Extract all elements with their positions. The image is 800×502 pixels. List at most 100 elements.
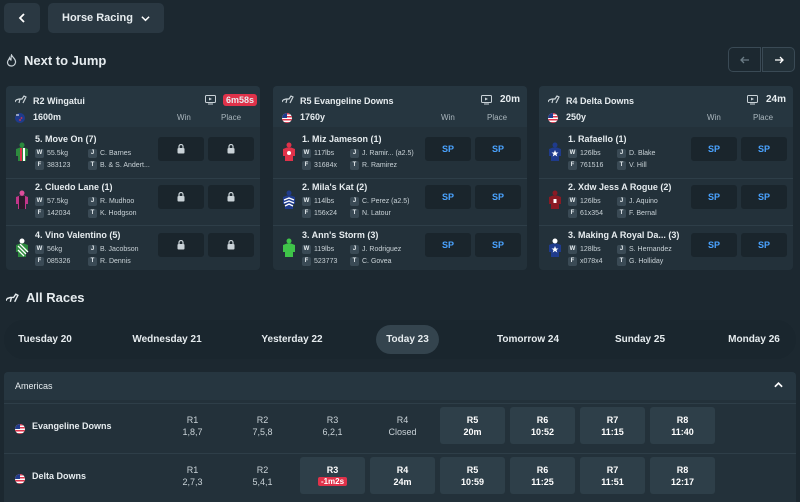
runner-trainer: T B. & S. Andert... — [88, 161, 150, 170]
place-odds-button[interactable]: SP — [741, 137, 787, 161]
place-odds-button[interactable]: SP — [741, 233, 787, 257]
win-odds-button[interactable]: SP — [691, 137, 737, 161]
place-odds-button[interactable]: SP — [475, 233, 521, 257]
race-card-evangeline-downs[interactable]: R5 Evangeline Downs 1760y 20m Win Place … — [273, 86, 527, 270]
runner-weight: W 57.5kg — [35, 197, 68, 206]
runner-row[interactable]: 4. Vino Valentino (5) W 56kg J B. Jacobson… — [6, 225, 260, 270]
win-odds-button[interactable]: SP — [425, 185, 471, 209]
trainer-tag: T — [350, 257, 359, 266]
race-card-wingatui[interactable]: R2 Wingatui 1600m 6m58s Win Place 5. Mov… — [6, 86, 260, 270]
carousel-next-button[interactable] — [762, 47, 795, 72]
divider — [6, 225, 260, 226]
win-odds-button[interactable]: SP — [425, 137, 471, 161]
race-cell[interactable]: R2 5,4,1 — [230, 457, 295, 494]
race-label: R2 — [256, 464, 269, 475]
flag-us-icon — [548, 113, 558, 123]
runner-jockey: J J. Aquino — [617, 197, 658, 206]
region-header[interactable]: Americas — [4, 372, 796, 400]
race-cell[interactable]: R6 11:25 — [510, 457, 575, 494]
place-odds-button[interactable] — [208, 233, 254, 257]
runner-row[interactable]: 3. Ann's Storm (3) W 119lbs J J. Rodriguez… — [273, 225, 527, 270]
jockey-value: J. Aquino — [629, 198, 658, 205]
race-time: 12:17 — [670, 476, 695, 487]
runner-form: F 383123 — [35, 161, 70, 170]
meeting-row: Evangeline Downs R1 1,8,7 R2 7,5,8 R3 6,2,1… — [4, 403, 796, 451]
divider — [273, 178, 527, 179]
race-cell[interactable]: R3 6,2,1 — [300, 407, 365, 444]
runner-row[interactable]: 3. Making A Royal Da... (3) W 128lbs J S. … — [539, 225, 793, 270]
runner-row[interactable]: 2. Xdw Jess A Rogue (2) W 126lbs J J. Aqui… — [539, 177, 793, 225]
day-tab-active[interactable]: Today 23 — [376, 325, 439, 354]
jockey-tag: J — [350, 245, 359, 254]
form-tag: F — [568, 257, 577, 266]
jockey-silk-icon — [549, 190, 561, 209]
place-column-label: Place — [753, 113, 774, 122]
race-countdown-badge: -1m2s — [317, 477, 348, 486]
win-odds-button[interactable]: SP — [691, 233, 737, 257]
runner-row[interactable]: 2. Mila's Kat (2) W 114lbs J C. Perez (a2.… — [273, 177, 527, 225]
race-cell[interactable]: R6 10:52 — [510, 407, 575, 444]
jockey-value: J. Rodriguez — [362, 246, 402, 253]
day-tab[interactable]: Tuesday 20 — [18, 334, 72, 345]
win-odds-button[interactable] — [158, 137, 204, 161]
race-label: R8 — [676, 414, 689, 425]
carousel-nav — [728, 47, 795, 72]
sport-dropdown[interactable]: Horse Racing — [48, 3, 164, 33]
race-cell[interactable]: R5 10:59 — [440, 457, 505, 494]
place-odds-button[interactable] — [208, 185, 254, 209]
race-cell[interactable]: R7 11:15 — [580, 407, 645, 444]
divider — [539, 178, 793, 179]
day-tab[interactable]: Wednesday 21 — [132, 334, 202, 345]
race-cell[interactable]: R2 7,5,8 — [230, 407, 295, 444]
day-tab[interactable]: Monday 26 — [728, 334, 780, 345]
chevron-left-icon — [18, 13, 25, 23]
race-label: R3 — [326, 465, 339, 475]
race-name: R4 Delta Downs — [566, 96, 635, 106]
race-card-delta-downs[interactable]: R4 Delta Downs 250y 24m Win Place 1. Raf… — [539, 86, 793, 270]
place-odds-button[interactable]: SP — [475, 185, 521, 209]
win-odds-button[interactable] — [158, 185, 204, 209]
race-cell[interactable]: R1 1,8,7 — [160, 407, 225, 444]
jockey-tag: J — [88, 197, 97, 206]
jockey-tag: J — [617, 149, 626, 158]
carousel-prev-button[interactable] — [728, 47, 761, 72]
form-value: 142034 — [47, 210, 71, 217]
win-odds-button[interactable] — [158, 233, 204, 257]
day-tab[interactable]: Tomorrow 24 — [496, 334, 560, 345]
runner-row[interactable]: 1. Miz Jameson (1) W 117lbs J J. Ramir... … — [273, 129, 527, 177]
runner-form: F 31684x — [302, 161, 337, 170]
day-tab[interactable]: Sunday 25 — [614, 334, 666, 345]
place-odds-button[interactable]: SP — [475, 137, 521, 161]
weight-value: 114lbs — [314, 198, 335, 205]
race-cell[interactable]: R4 Closed — [370, 407, 435, 444]
race-result: 6,2,1 — [322, 426, 343, 437]
weight-tag: W — [568, 245, 577, 254]
trainer-tag: T — [88, 209, 97, 218]
place-odds-button[interactable]: SP — [741, 185, 787, 209]
race-cell[interactable]: R4 24m — [370, 457, 435, 494]
runner-row[interactable]: 5. Move On (7) W 55.5kg J C. Barnes F 38312… — [6, 129, 260, 177]
day-tab[interactable]: Yesterday 22 — [261, 334, 323, 345]
back-button[interactable] — [4, 3, 40, 33]
place-odds-button[interactable] — [208, 137, 254, 161]
race-cell[interactable]: R1 2,7,3 — [160, 457, 225, 494]
meeting-name: Delta Downs — [32, 471, 87, 481]
race-result: 7,5,8 — [252, 426, 273, 437]
lock-icon — [227, 144, 235, 154]
race-cell[interactable]: R7 11:51 — [580, 457, 645, 494]
race-cell[interactable]: R3 -1m2s — [300, 457, 365, 494]
jockey-value: J. Ramir... (a2.5) — [362, 150, 414, 157]
jockey-tag: J — [617, 245, 626, 254]
race-label: R3 — [326, 414, 339, 425]
win-odds-button[interactable]: SP — [691, 185, 737, 209]
race-cell[interactable]: R5 20m — [440, 407, 505, 444]
win-odds-button[interactable]: SP — [425, 233, 471, 257]
race-cell[interactable]: R8 12:17 — [650, 457, 715, 494]
race-cell[interactable]: R8 11:40 — [650, 407, 715, 444]
trainer-value: F. Bernal — [629, 210, 657, 217]
runner-row[interactable]: 1. Rafaello (1) W 126lbs J D. Blake F 76151… — [539, 129, 793, 177]
trainer-tag: T — [350, 161, 359, 170]
flame-icon — [6, 54, 17, 67]
race-result: 1,8,7 — [182, 426, 203, 437]
